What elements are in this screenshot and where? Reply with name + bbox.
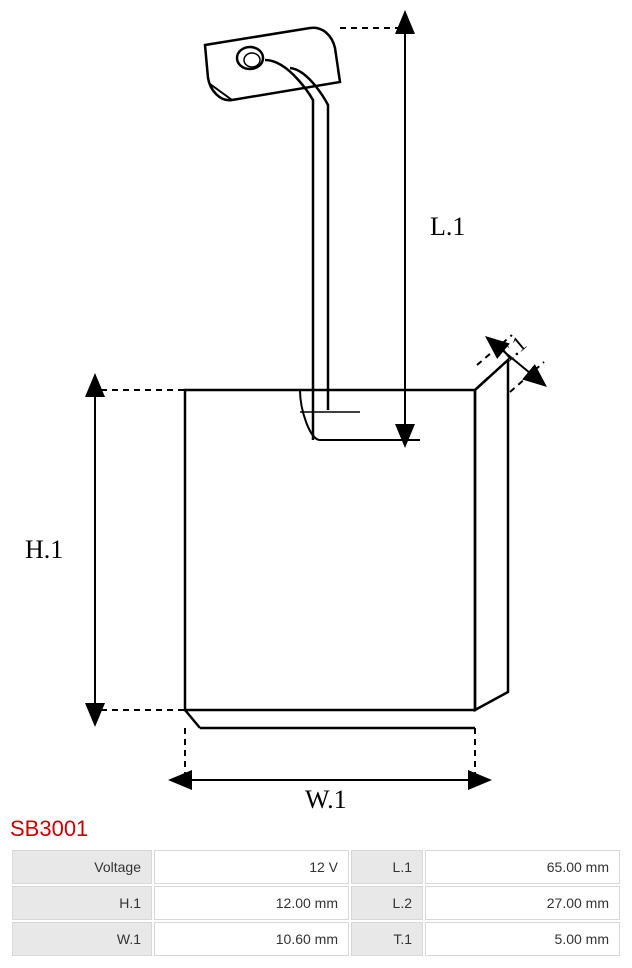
dim-label-L1: L.1 — [430, 212, 465, 241]
table-row: Voltage 12 V L.1 65.00 mm — [12, 850, 620, 884]
spec-label: T.1 — [351, 922, 423, 956]
spec-label: L.1 — [351, 850, 423, 884]
technical-diagram: L.1 T.1 H.1 W.1 — [10, 10, 622, 810]
spec-table: Voltage 12 V L.1 65.00 mm H.1 12.00 mm L… — [10, 848, 622, 958]
table-row: H.1 12.00 mm L.2 27.00 mm — [12, 886, 620, 920]
diagram-svg: L.1 T.1 H.1 W.1 — [10, 10, 622, 810]
dim-label-T1: T.1 — [493, 331, 531, 368]
spec-value: 10.60 mm — [154, 922, 349, 956]
spec-label: L.2 — [351, 886, 423, 920]
spec-label: Voltage — [12, 850, 152, 884]
spec-value: 27.00 mm — [425, 886, 620, 920]
spec-label: W.1 — [12, 922, 152, 956]
table-row: W.1 10.60 mm T.1 5.00 mm — [12, 922, 620, 956]
spec-value: 5.00 mm — [425, 922, 620, 956]
spec-value: 12 V — [154, 850, 349, 884]
dim-label-H1: H.1 — [25, 535, 63, 564]
spec-value: 12.00 mm — [154, 886, 349, 920]
spec-value: 65.00 mm — [425, 850, 620, 884]
spec-label: H.1 — [12, 886, 152, 920]
part-number-title: SB3001 — [10, 816, 622, 842]
dim-label-W1: W.1 — [305, 785, 347, 810]
